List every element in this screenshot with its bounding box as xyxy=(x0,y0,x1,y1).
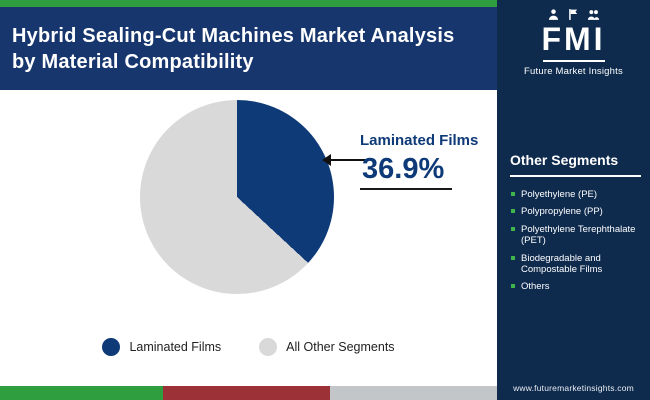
list-item-label: Polypropylene (PP) xyxy=(521,206,603,218)
list-item: Polyethylene (PE) xyxy=(510,189,641,200)
list-item-label: Others xyxy=(521,281,550,293)
legend-item-all-other-segments: All Other Segments xyxy=(259,338,395,356)
legend-label: All Other Segments xyxy=(286,340,395,354)
bottom-bar-gray xyxy=(330,386,497,400)
sidebar: FMI Future Market Insights Other Segment… xyxy=(497,0,650,400)
callout: Laminated Films 36.9% xyxy=(360,132,496,190)
legend: Laminated Films All Other Segments xyxy=(0,338,497,356)
list-item: Biodegradable and Compostable Films xyxy=(510,253,641,276)
callout-value: 36.9% xyxy=(360,153,453,190)
bottom-bar-maroon xyxy=(163,386,330,400)
fmi-logo: FMI Future Market Insights xyxy=(497,8,650,77)
logo-icons xyxy=(497,8,650,21)
legend-item-laminated-films: Laminated Films xyxy=(102,338,221,356)
bottom-bar-green xyxy=(0,386,163,400)
callout-arrow xyxy=(322,154,368,166)
website-url: www.futuremarketinsights.com xyxy=(513,383,634,393)
list-item-label: Polyethylene Terephthalate (PET) xyxy=(521,223,636,247)
legend-label: Laminated Films xyxy=(129,340,222,354)
list-item: Others xyxy=(510,281,641,292)
list-item: Polyethylene Terephthalate (PET) xyxy=(510,224,641,247)
legend-swatch-blue xyxy=(102,338,121,356)
chart-area: Laminated Films 36.9% Laminated Films Al… xyxy=(0,90,497,385)
logo-rule xyxy=(542,59,605,62)
arrow-head-icon xyxy=(322,154,331,166)
logo-name: Future Market Insights xyxy=(524,65,623,77)
person-icon xyxy=(547,8,560,21)
bottom-accent-bars xyxy=(0,386,497,400)
page-title: Hybrid Sealing-Cut Machines Market Analy… xyxy=(12,24,455,73)
top-accent-bar xyxy=(0,0,497,7)
callout-label: Laminated Films xyxy=(360,132,479,149)
other-segments-heading: Other Segments xyxy=(510,152,641,177)
header: Hybrid Sealing-Cut Machines Market Analy… xyxy=(0,7,497,90)
other-segments-list: Polyethylene (PE) Polypropylene (PP) Pol… xyxy=(510,189,641,293)
logo-abbr: FMI xyxy=(541,21,606,57)
list-item-label: Polyethylene (PE) xyxy=(521,189,598,200)
other-segments-panel: Other Segments Polyethylene (PE) Polypro… xyxy=(510,152,641,299)
legend-swatch-gray xyxy=(259,338,278,356)
list-item-label: Biodegradable and Compostable Films xyxy=(521,252,603,275)
people-icon xyxy=(587,8,600,21)
pie-chart xyxy=(140,100,334,294)
list-item: Polypropylene (PP) xyxy=(510,206,641,217)
flag-icon xyxy=(567,8,580,21)
